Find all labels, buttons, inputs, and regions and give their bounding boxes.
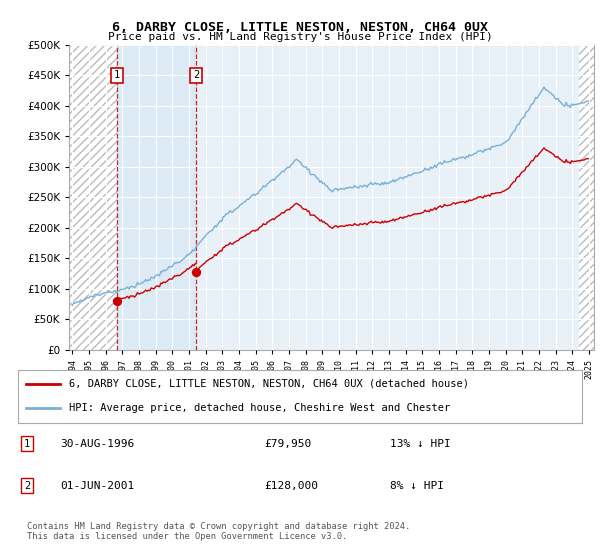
Text: 1: 1 bbox=[24, 438, 30, 449]
Bar bbox=[580, 45, 594, 350]
Text: 8% ↓ HPI: 8% ↓ HPI bbox=[390, 480, 444, 491]
Text: £79,950: £79,950 bbox=[264, 438, 311, 449]
Point bbox=[112, 297, 122, 306]
Text: 6, DARBY CLOSE, LITTLE NESTON, NESTON, CH64 0UX (detached house): 6, DARBY CLOSE, LITTLE NESTON, NESTON, C… bbox=[69, 379, 469, 389]
Text: 13% ↓ HPI: 13% ↓ HPI bbox=[390, 438, 451, 449]
Text: 01-JUN-2001: 01-JUN-2001 bbox=[60, 480, 134, 491]
Text: 30-AUG-1996: 30-AUG-1996 bbox=[60, 438, 134, 449]
Text: £128,000: £128,000 bbox=[264, 480, 318, 491]
Text: 2: 2 bbox=[193, 71, 199, 80]
Text: Price paid vs. HM Land Registry's House Price Index (HPI): Price paid vs. HM Land Registry's House … bbox=[107, 32, 493, 43]
Text: 6, DARBY CLOSE, LITTLE NESTON, NESTON, CH64 0UX: 6, DARBY CLOSE, LITTLE NESTON, NESTON, C… bbox=[112, 21, 488, 34]
Text: HPI: Average price, detached house, Cheshire West and Chester: HPI: Average price, detached house, Ches… bbox=[69, 403, 450, 413]
Text: 1: 1 bbox=[114, 71, 120, 80]
Text: Contains HM Land Registry data © Crown copyright and database right 2024.
This d: Contains HM Land Registry data © Crown c… bbox=[27, 522, 410, 542]
Bar bbox=[117, 45, 196, 350]
Bar bbox=[69, 45, 117, 350]
Point bbox=[191, 267, 201, 276]
Text: 2: 2 bbox=[24, 480, 30, 491]
